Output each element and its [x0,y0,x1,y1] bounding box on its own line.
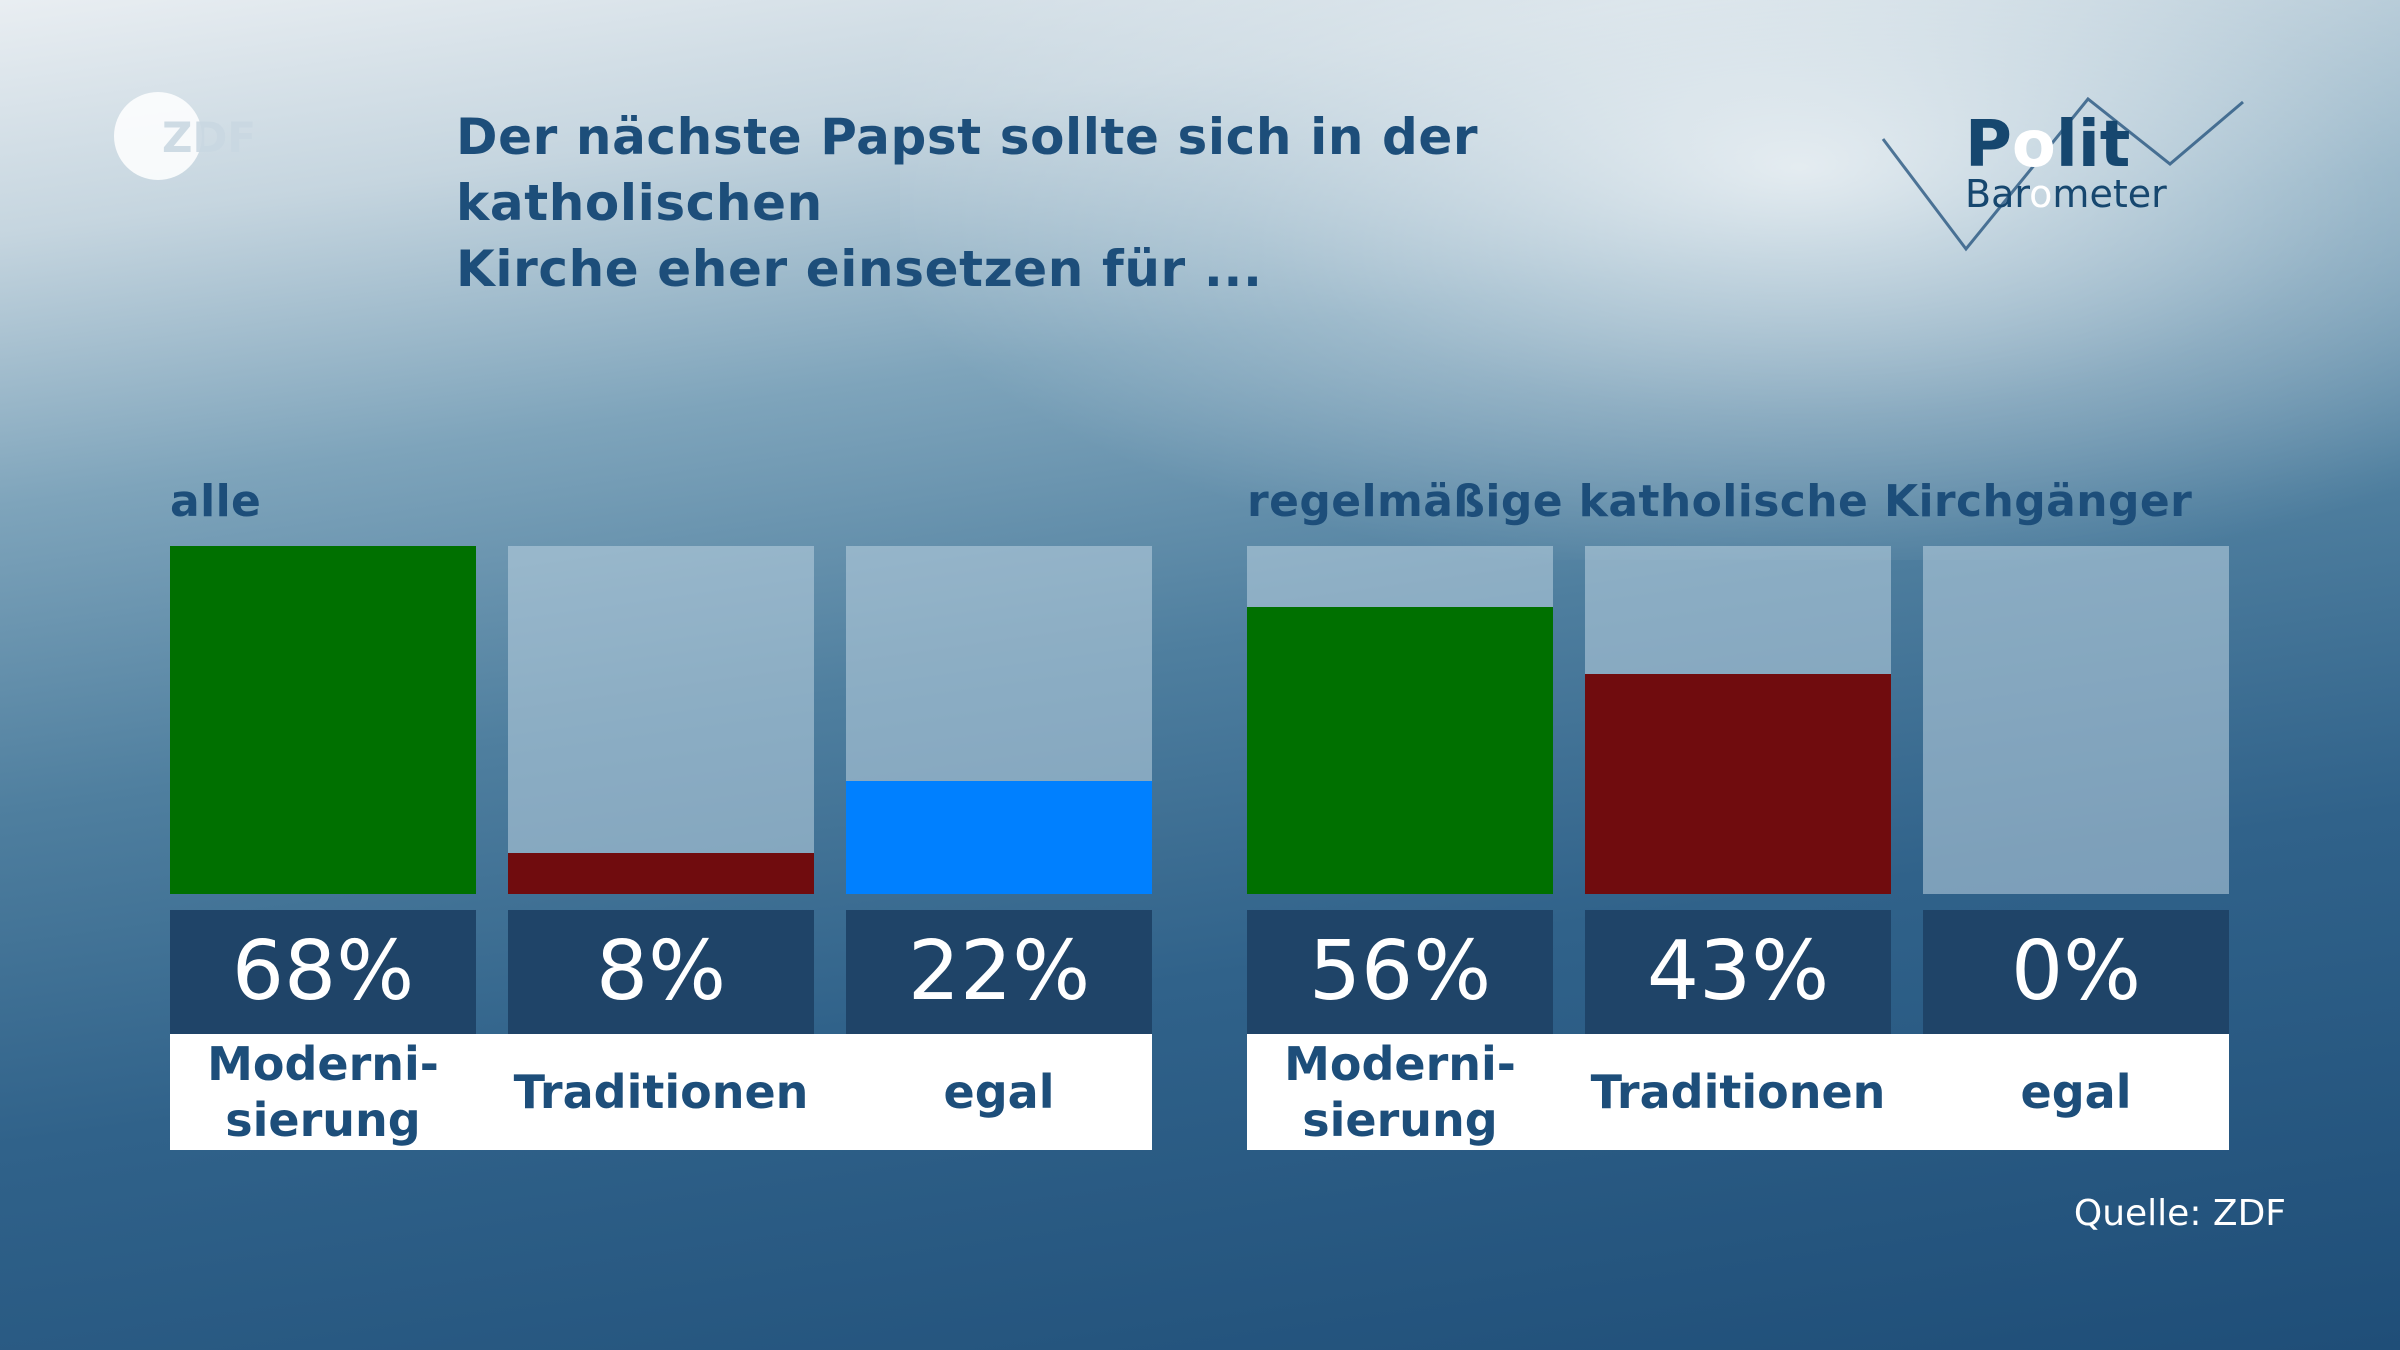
bar-2-2 [1585,673,1891,894]
title-line-2: Kirche eher einsetzen für ... [456,240,1263,298]
data-label-1-2: 8% [595,924,727,1019]
group-label-1: alle [170,476,262,527]
svg-text:ZDF: ZDF [162,113,256,162]
bar-track-1-2 [508,546,814,894]
value-box-1-2: 8% [508,910,814,1034]
value-box-2-2: 43% [1585,910,1891,1034]
value-box-2-3: 0% [1923,910,2229,1034]
bar-2-1 [1247,607,1553,894]
brand-polit: Polit [1965,108,2131,182]
category-label-1-1: Moderni- sierung [207,1037,439,1147]
chart-title: Der nächste Papst sollte sich in der kat… [456,104,1856,302]
zdf-logo-icon: ZDF [114,92,256,180]
data-label-2-2: 43% [1646,924,1830,1019]
politbarometer-zigzag-icon [1881,96,2244,252]
value-box-1-1: 68% [170,910,476,1034]
data-label-1-3: 22% [907,924,1091,1019]
brand-barometer: Barometer [1965,172,2167,216]
data-label-1-1: 68% [231,924,415,1019]
data-label-2-1: 56% [1308,924,1492,1019]
bar-1-1 [170,546,476,894]
group-label-2: regelmäßige katholische Kirchgänger [1247,476,2193,527]
category-label-2-2: Traditionen [1590,1065,1886,1119]
label-strip-2 [1247,1034,2229,1150]
source-note: Quelle: ZDF [2073,1193,2286,1234]
label-strip-1 [170,1034,1152,1150]
bar-1-3 [846,781,1152,894]
data-label-2-3: 0% [2010,924,2142,1019]
category-label-2-1: Moderni- sierung [1284,1037,1516,1147]
category-label-1-3: egal [943,1065,1055,1119]
category-label-2-3: egal [2020,1065,2132,1119]
category-label-1-2: Traditionen [513,1065,809,1119]
bar-track-2-3 [1923,546,2229,894]
value-box-1-3: 22% [846,910,1152,1034]
bar-1-2 [508,853,814,894]
value-box-2-1: 56% [1247,910,1553,1034]
title-line-1: Der nächste Papst sollte sich in der kat… [456,108,1479,232]
